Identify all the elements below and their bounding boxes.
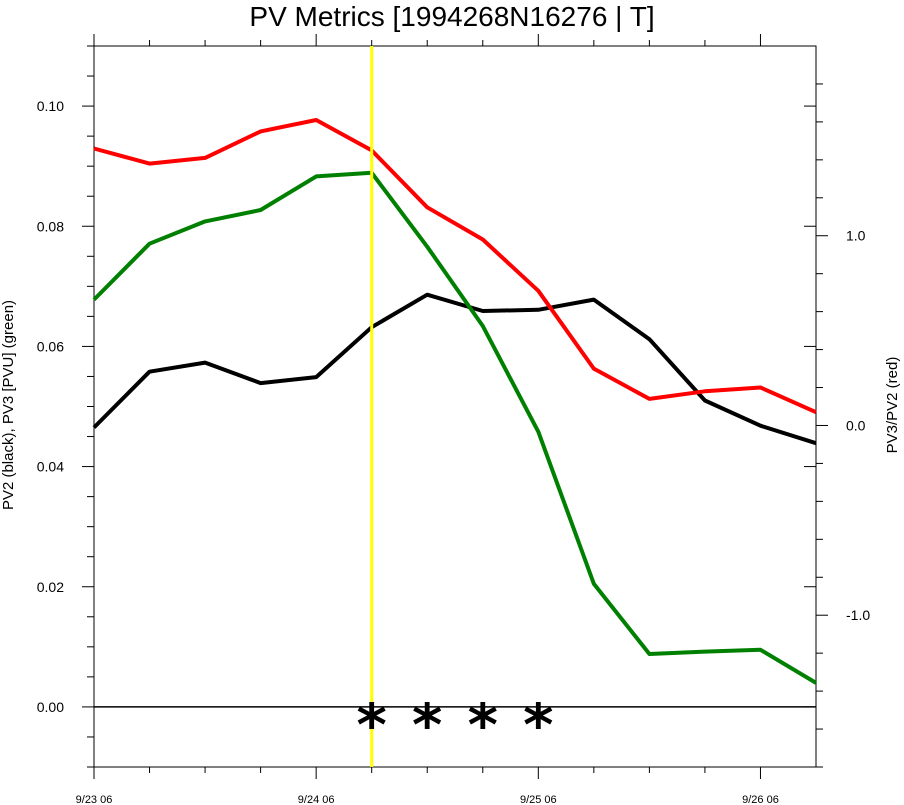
y-right-tick-label: 0.0	[846, 417, 866, 433]
y-left-tick-label: 0.04	[37, 459, 64, 475]
axis-ticks	[82, 34, 828, 779]
plot-frame	[93, 45, 817, 768]
star-marker: *	[468, 691, 498, 759]
plot-area	[93, 45, 817, 768]
y-left-tick-label: 0.02	[37, 579, 64, 595]
star-marker: *	[523, 691, 553, 759]
y-left-tick-label: 0.08	[37, 218, 64, 234]
y-axis-left-label: PV2 (black), PV3 [PVU] (green)	[0, 300, 17, 510]
star-markers: * * * *	[357, 691, 554, 759]
y-right-tick-label: -1.0	[846, 607, 870, 623]
star-marker: *	[412, 691, 442, 759]
y-axis-right-label: PV3/PV2 (red)	[884, 357, 901, 454]
y-left-tick-label: 0.00	[37, 699, 64, 715]
x-tick-label: 9/25 06	[520, 794, 557, 805]
series-layer	[92, 46, 818, 767]
chart-title: PV Metrics [1994268N16276 | T]	[249, 1, 654, 32]
pv3-line	[92, 170, 818, 685]
y-left-tick-label: 0.06	[37, 338, 64, 354]
pv2-line	[92, 292, 817, 446]
tick-labels: 0.00 0.02 0.04 0.06 0.08 0.10 -1.0 0.0 1.0 9/23 0…	[37, 98, 871, 805]
star-marker: *	[357, 691, 387, 759]
x-tick-label: 9/24 06	[298, 794, 335, 805]
x-tick-label: 9/26 06	[742, 794, 779, 805]
y-left-tick-label: 0.10	[37, 98, 64, 114]
pv3-pv2-ratio-line	[93, 118, 817, 415]
y-right-tick-label: 1.0	[846, 228, 866, 244]
x-tick-label: 9/23 06	[76, 794, 113, 805]
